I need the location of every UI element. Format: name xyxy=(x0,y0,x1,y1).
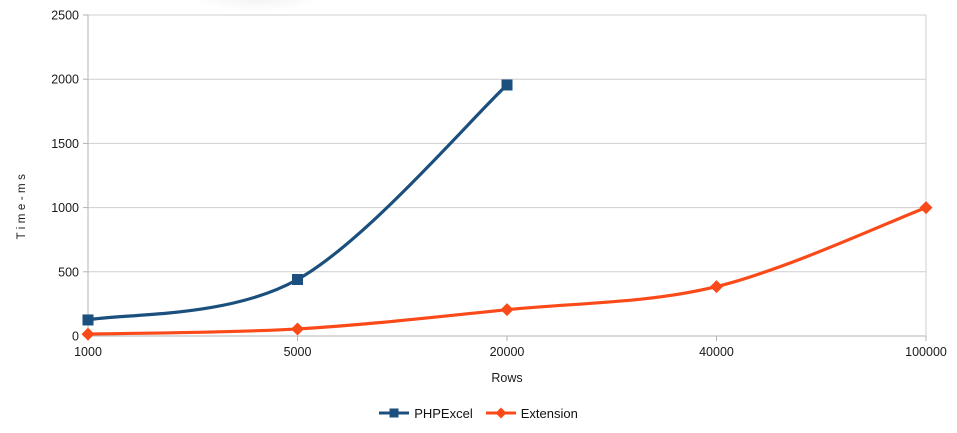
phpexcel-swatch-graphic xyxy=(379,408,410,418)
legend-item-extension: Extension xyxy=(485,405,578,421)
extension-marker-3 xyxy=(710,280,723,294)
extension-marker-0 xyxy=(81,327,95,341)
x-tick-label-1000: 1000 xyxy=(74,345,102,359)
extension-line-swatch xyxy=(485,406,516,420)
x-tick-label-5000: 5000 xyxy=(284,345,312,359)
y-tick-label-2000: 2000 xyxy=(51,73,79,87)
y-tick-label-2500: 2500 xyxy=(51,9,79,23)
y-tick-label-500: 500 xyxy=(58,265,79,279)
extension-marker-4 xyxy=(919,201,933,215)
extension-marker-1 xyxy=(291,322,304,336)
y-axis-title: Time-ms xyxy=(16,170,28,240)
legend: PHPExcel Extension xyxy=(0,403,957,423)
legend-label-extension: Extension xyxy=(520,405,578,421)
x-tick-label-20000: 20000 xyxy=(490,345,525,359)
phpexcel-marker-0 xyxy=(82,314,94,326)
extension-swatch-graphic xyxy=(485,407,516,419)
phpexcel-legend-marker-icon xyxy=(389,408,399,418)
extension-legend-marker-icon xyxy=(495,407,507,419)
x-tick-label-100000: 100000 xyxy=(905,345,947,359)
y-tick-label-1500: 1500 xyxy=(51,137,79,151)
legend-item-phpexcel: PHPExcel xyxy=(379,406,473,421)
extension-marker-2 xyxy=(500,303,514,317)
y-tick-label-1000: 1000 xyxy=(51,201,79,215)
phpexcel-line xyxy=(86,83,509,322)
phpexcel-marker-2 xyxy=(501,79,513,91)
phpexcel-line-swatch xyxy=(379,406,410,420)
y-tick-label-0: 0 xyxy=(72,330,79,344)
phpexcel-marker-1 xyxy=(292,274,303,286)
x-tick-label-40000: 40000 xyxy=(699,345,734,359)
legend-label-phpexcel: PHPExcel xyxy=(414,405,473,421)
x-axis-title: Rows xyxy=(491,371,523,385)
